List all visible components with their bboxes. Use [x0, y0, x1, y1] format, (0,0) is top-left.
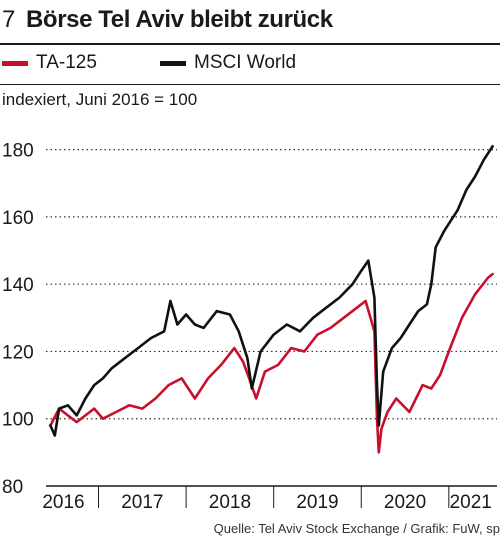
y-tick-label-160: 160 [2, 208, 34, 229]
legend-swatch-msci [160, 60, 186, 66]
chart-title: Börse Tel Aviv bleibt zurück [26, 6, 333, 33]
source-note: Quelle: Tel Aviv Stock Exchange / Grafik… [213, 521, 500, 536]
series-layer [49, 145, 494, 454]
y-tick-label-80: 80 [2, 477, 23, 498]
x-tick-label-2018: 2018 [209, 492, 251, 513]
y-tick-label-180: 180 [2, 141, 34, 162]
legend-label-msci: MSCI World [194, 52, 297, 73]
grid-layer [46, 149, 497, 420]
figure-number: 7 [2, 6, 16, 33]
series-line-ta125 [49, 272, 494, 454]
y-tick-label-140: 140 [2, 275, 34, 296]
legend-label-ta125: TA-125 [36, 52, 97, 73]
x-tick-label-2019: 2019 [296, 492, 338, 513]
header-rule [0, 43, 500, 45]
series-line-msci-world [49, 145, 494, 437]
x-tick-label-2021: 2021 [450, 492, 492, 513]
y-tick-label-100: 100 [2, 410, 34, 431]
legend-item-ta125: TA-125 [2, 52, 97, 74]
legend-swatch-ta125 [2, 60, 28, 66]
x-tick-label-2017: 2017 [121, 492, 163, 513]
legend-item-msci: MSCI World [160, 52, 296, 74]
legend: TA-125 MSCI World [0, 52, 500, 82]
y-tick-label-120: 120 [2, 342, 34, 363]
x-tick-label-2020: 2020 [384, 492, 426, 513]
unit-label: indexiert, Juni 2016 = 100 [2, 90, 198, 109]
legend-rule [0, 84, 500, 85]
axis-layer: 80 100 120 140 160 180 2016 2017 2018 2019 2020 202… [2, 141, 497, 513]
chart-header: 7 Börse Tel Aviv bleibt zurück [0, 0, 500, 44]
x-tick-label-2016: 2016 [42, 492, 84, 513]
